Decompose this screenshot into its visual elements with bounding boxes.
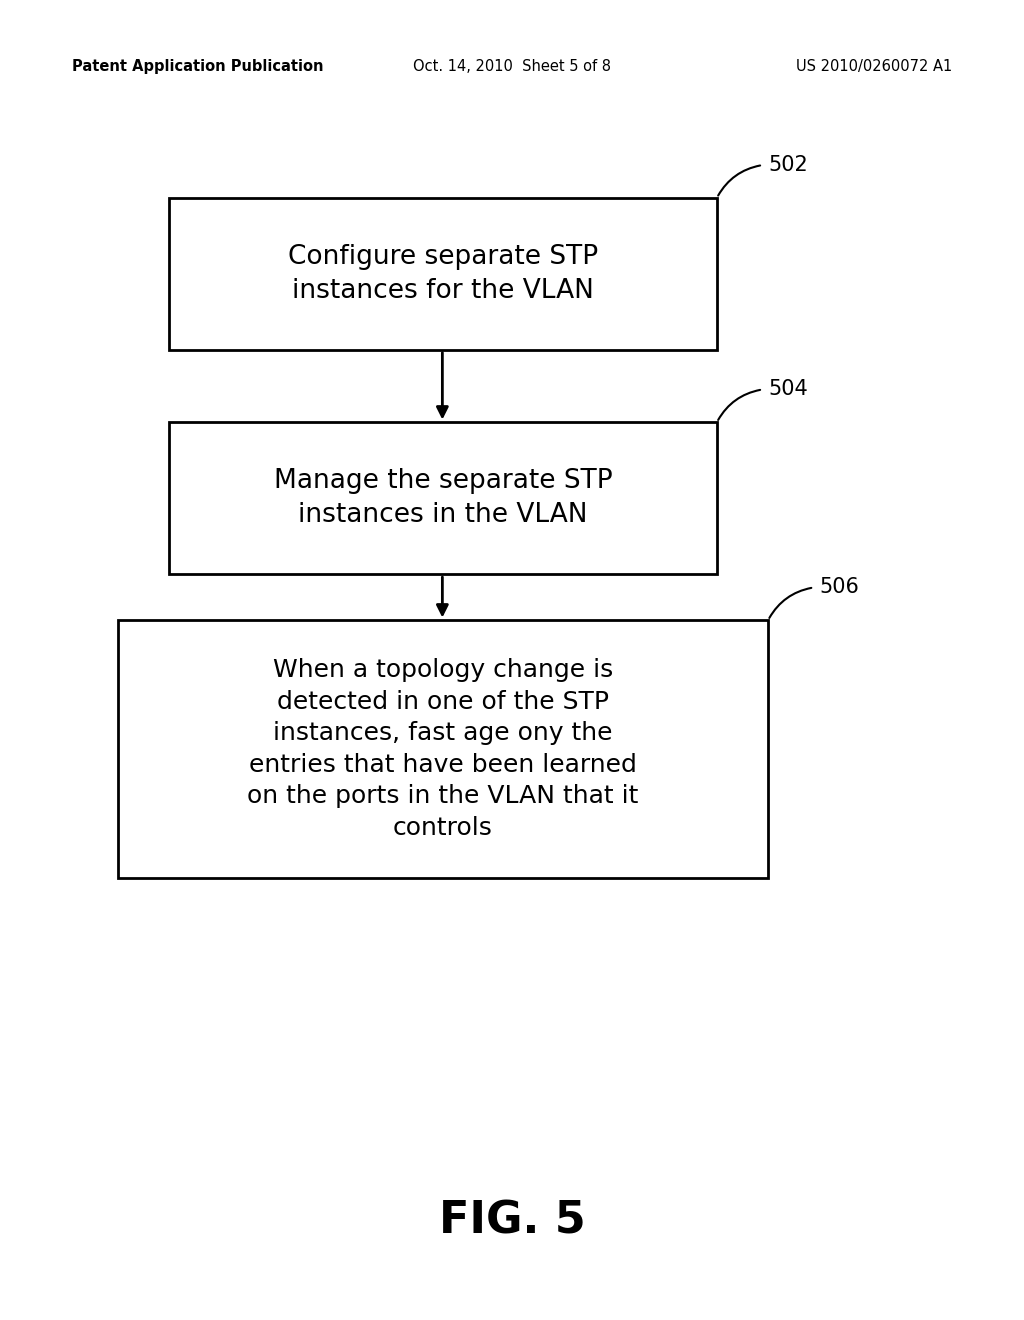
Text: Oct. 14, 2010  Sheet 5 of 8: Oct. 14, 2010 Sheet 5 of 8 bbox=[413, 59, 611, 74]
Text: Manage the separate STP
instances in the VLAN: Manage the separate STP instances in the… bbox=[273, 469, 612, 528]
Text: FIG. 5: FIG. 5 bbox=[438, 1200, 586, 1242]
Text: US 2010/0260072 A1: US 2010/0260072 A1 bbox=[796, 59, 952, 74]
Bar bbox=[169, 198, 717, 350]
Text: When a topology change is
detected in one of the STP
instances, fast age ony the: When a topology change is detected in on… bbox=[247, 659, 639, 840]
Text: 506: 506 bbox=[819, 577, 859, 598]
Text: 502: 502 bbox=[768, 154, 808, 176]
Text: Patent Application Publication: Patent Application Publication bbox=[72, 59, 324, 74]
Text: 504: 504 bbox=[768, 379, 808, 400]
Text: Configure separate STP
instances for the VLAN: Configure separate STP instances for the… bbox=[288, 244, 598, 304]
Bar bbox=[169, 422, 717, 574]
Bar bbox=[118, 620, 768, 878]
